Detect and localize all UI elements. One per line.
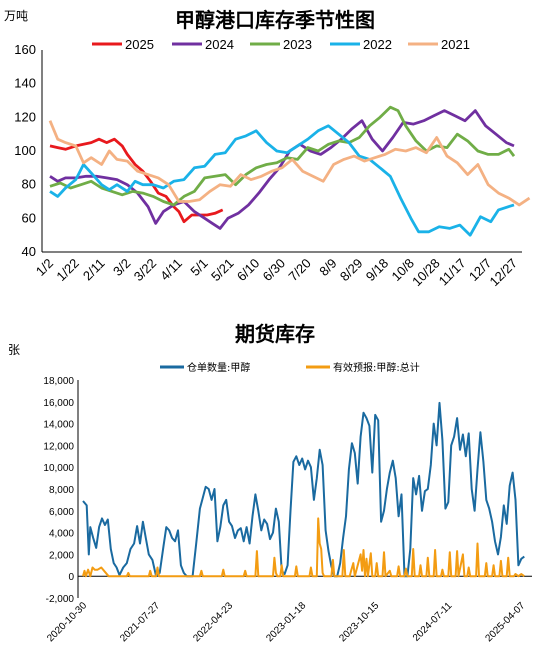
chart1-x-axis: 1/21/222/11 3/23/224/11 5/15/216/106/307/2…	[33, 251, 522, 290]
chart2-y-tick-label: -2,000	[46, 594, 75, 605]
series-line-仓单数量:甲醇	[82, 401, 525, 578]
chart1-x-tick-label: 3/22	[131, 256, 160, 285]
chart1-legend: 2025 2024 2023 2022 2021	[92, 37, 470, 52]
chart1-x-tick-label: 10/28	[409, 256, 443, 290]
chart1-x-tick-label: 6/30	[260, 256, 289, 285]
legend-label: 2022	[363, 37, 392, 52]
chart1-y-axis: 40 60 80 100 120 140 160	[14, 42, 43, 259]
chart2-y-tick-label: 14,000	[43, 420, 74, 431]
series-line-2025	[49, 137, 224, 224]
chart2-y-tick-label: 2,000	[49, 550, 74, 561]
chart1-x-tick-label: 5/1	[187, 256, 210, 279]
chart1-series	[48, 105, 531, 237]
chart1-x-tick-label: 9/18	[363, 256, 392, 285]
chart2-x-tick-label: 2024-07-11	[411, 600, 455, 644]
chart2-y-axis: -2,000 0 2,000 4,000 6,000 8,000 10,000 12,000 1…	[43, 376, 79, 605]
chart2-x-tick-label: 2021-07-27	[118, 600, 162, 644]
chart1-x-tick-label: 7/20	[285, 256, 314, 285]
chart1-y-tick-label: 40	[22, 244, 36, 259]
legend-label: 2025	[125, 37, 154, 52]
chart2-unit-label: 张	[8, 343, 20, 357]
futures-inventory-chart: 期货库存 张 仓单数量:甲醇 有效预报:甲醇:总计 -2,000 0 2,000 4,0…	[8, 322, 532, 644]
chart1-x-tick-label: 8/29	[337, 256, 366, 285]
chart1-y-tick-label: 140	[14, 76, 36, 91]
chart2-y-tick-label: 16,000	[43, 398, 74, 409]
chart2-x-tick-label: 2020-10-30	[45, 600, 89, 644]
chart1-x-tick-label: 8/9	[316, 256, 339, 279]
chart1-y-tick-label: 100	[14, 143, 36, 158]
chart1-x-tick-label: 4/11	[157, 256, 185, 284]
chart1-x-tick-label: 1/22	[53, 256, 82, 285]
chart2-y-tick-label: 4,000	[49, 529, 74, 540]
chart2-x-tick-label: 2025-04-07	[484, 600, 528, 644]
chart2-series	[82, 401, 525, 578]
legend-label: 2021	[441, 37, 470, 52]
chart1-y-tick-label: 60	[22, 210, 36, 225]
chart2-y-tick-label: 6,000	[49, 507, 74, 518]
chart2-x-axis: 2020-10-30 2021-07-27 2022-04-23 2023-01-18…	[45, 575, 532, 644]
chart1-y-tick-label: 80	[22, 177, 36, 192]
series-line-2021	[48, 120, 531, 207]
chart1-unit-label: 万吨	[4, 9, 28, 23]
chart1-x-tick-label: 5/21	[208, 256, 237, 285]
legend-label: 有效预报:甲醇:总计	[333, 361, 420, 374]
chart2-y-tick-label: 10,000	[43, 463, 74, 474]
series-line-2023	[49, 105, 516, 207]
chart1-x-tick-label: 3/2	[110, 256, 133, 279]
chart2-legend: 仓单数量:甲醇 有效预报:甲醇:总计	[160, 361, 420, 374]
series-line-2024	[49, 109, 515, 230]
chart1-y-tick-label: 160	[14, 42, 36, 57]
chart1-x-tick-label: 11/17	[436, 256, 469, 289]
legend-label: 仓单数量:甲醇	[187, 361, 250, 374]
chart1-title: 甲醇港口库存季节性图	[175, 8, 375, 32]
chart2-x-tick-label: 2023-10-15	[337, 600, 381, 644]
chart2-x-tick-label: 2023-01-18	[264, 600, 308, 644]
chart2-y-tick-label: 12,000	[43, 441, 74, 452]
chart1-y-tick-label: 120	[14, 109, 36, 124]
chart2-y-tick-label: 8,000	[49, 485, 74, 496]
chart1-x-tick-label: 1/2	[33, 256, 56, 279]
chart2-x-tick-label: 2022-04-23	[191, 600, 235, 644]
chart1-x-tick-label: 2/11	[80, 256, 108, 284]
series-line-2022	[49, 124, 515, 237]
seasonal-port-inventory-chart: 万吨 甲醇港口库存季节性图 2025 2024 2023 2022 2021 40 60 8…	[4, 8, 531, 290]
chart1-x-tick-label: 12/27	[487, 256, 521, 290]
chart2-y-tick-label: 18,000	[43, 376, 74, 387]
chart2-title: 期货库存	[235, 322, 315, 346]
legend-label: 2024	[205, 37, 234, 52]
chart1-x-tick-label: 6/10	[234, 256, 263, 285]
series-line-有效预报:甲醇:总计	[82, 517, 525, 578]
chart2-y-tick-label: 0	[68, 572, 74, 583]
legend-label: 2023	[283, 37, 312, 52]
